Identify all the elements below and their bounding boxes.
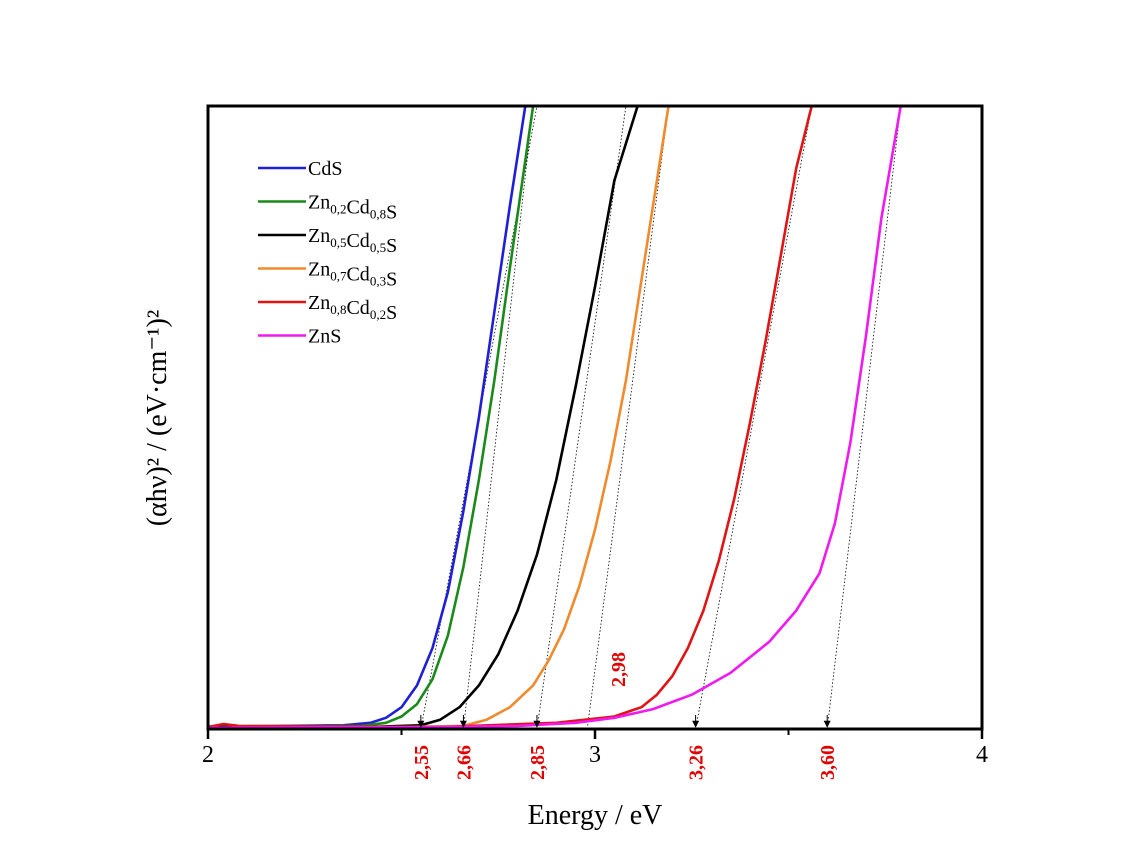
extrapolation-line-2 bbox=[463, 106, 534, 729]
y-axis-title: (αhν)² / (eV·cm⁻¹)² bbox=[142, 310, 173, 527]
series-line-3 bbox=[208, 106, 639, 729]
legend-label-2: Zn0,2Cd0,8S bbox=[308, 192, 397, 224]
extrapolation-line-4 bbox=[586, 106, 669, 729]
legend-label-5: Zn0,8Cd0,2S bbox=[308, 292, 397, 324]
gap-label-1: 2,55 bbox=[411, 745, 433, 780]
legend: CdS Zn0,2Cd0,8SZn0,5Cd0,5SZn0,7Cd0,3SZn0,… bbox=[258, 158, 397, 348]
extrapolation-line-3 bbox=[536, 106, 627, 729]
series-line-4 bbox=[208, 106, 670, 729]
legend-label-6: ZnS bbox=[308, 326, 341, 348]
series-line-6 bbox=[208, 106, 902, 729]
legend-label-4: Zn0,7Cd0,3S bbox=[308, 259, 397, 291]
extrapolation-line-5 bbox=[695, 106, 813, 729]
gap-annotations: 2,55 2,66 2,85 2,98 3,26 3,60 bbox=[411, 652, 839, 780]
gap-label-5: 3,26 bbox=[686, 745, 708, 780]
extrapolation-line-1 bbox=[420, 106, 538, 729]
x-axis-title: Energy / eV bbox=[528, 800, 663, 831]
gap-label-4: 2,98 bbox=[608, 652, 630, 687]
extrapolation-line-6 bbox=[826, 106, 902, 729]
gap-label-2: 2,66 bbox=[453, 745, 475, 780]
legend-label-3: Zn0,5Cd0,5S bbox=[308, 225, 397, 257]
x-axis-ticks: 2 3 4 bbox=[202, 729, 988, 768]
gap-label-6: 3,60 bbox=[817, 745, 839, 780]
x-tick-label: 3 bbox=[589, 742, 601, 768]
extrapolation-lines bbox=[420, 106, 902, 729]
series-line-2 bbox=[208, 106, 535, 729]
x-tick-label: 2 bbox=[202, 742, 214, 768]
gap-label-3: 2,85 bbox=[527, 745, 549, 780]
legend-label-1: CdS bbox=[308, 158, 342, 180]
x-tick-label: 4 bbox=[976, 742, 988, 768]
